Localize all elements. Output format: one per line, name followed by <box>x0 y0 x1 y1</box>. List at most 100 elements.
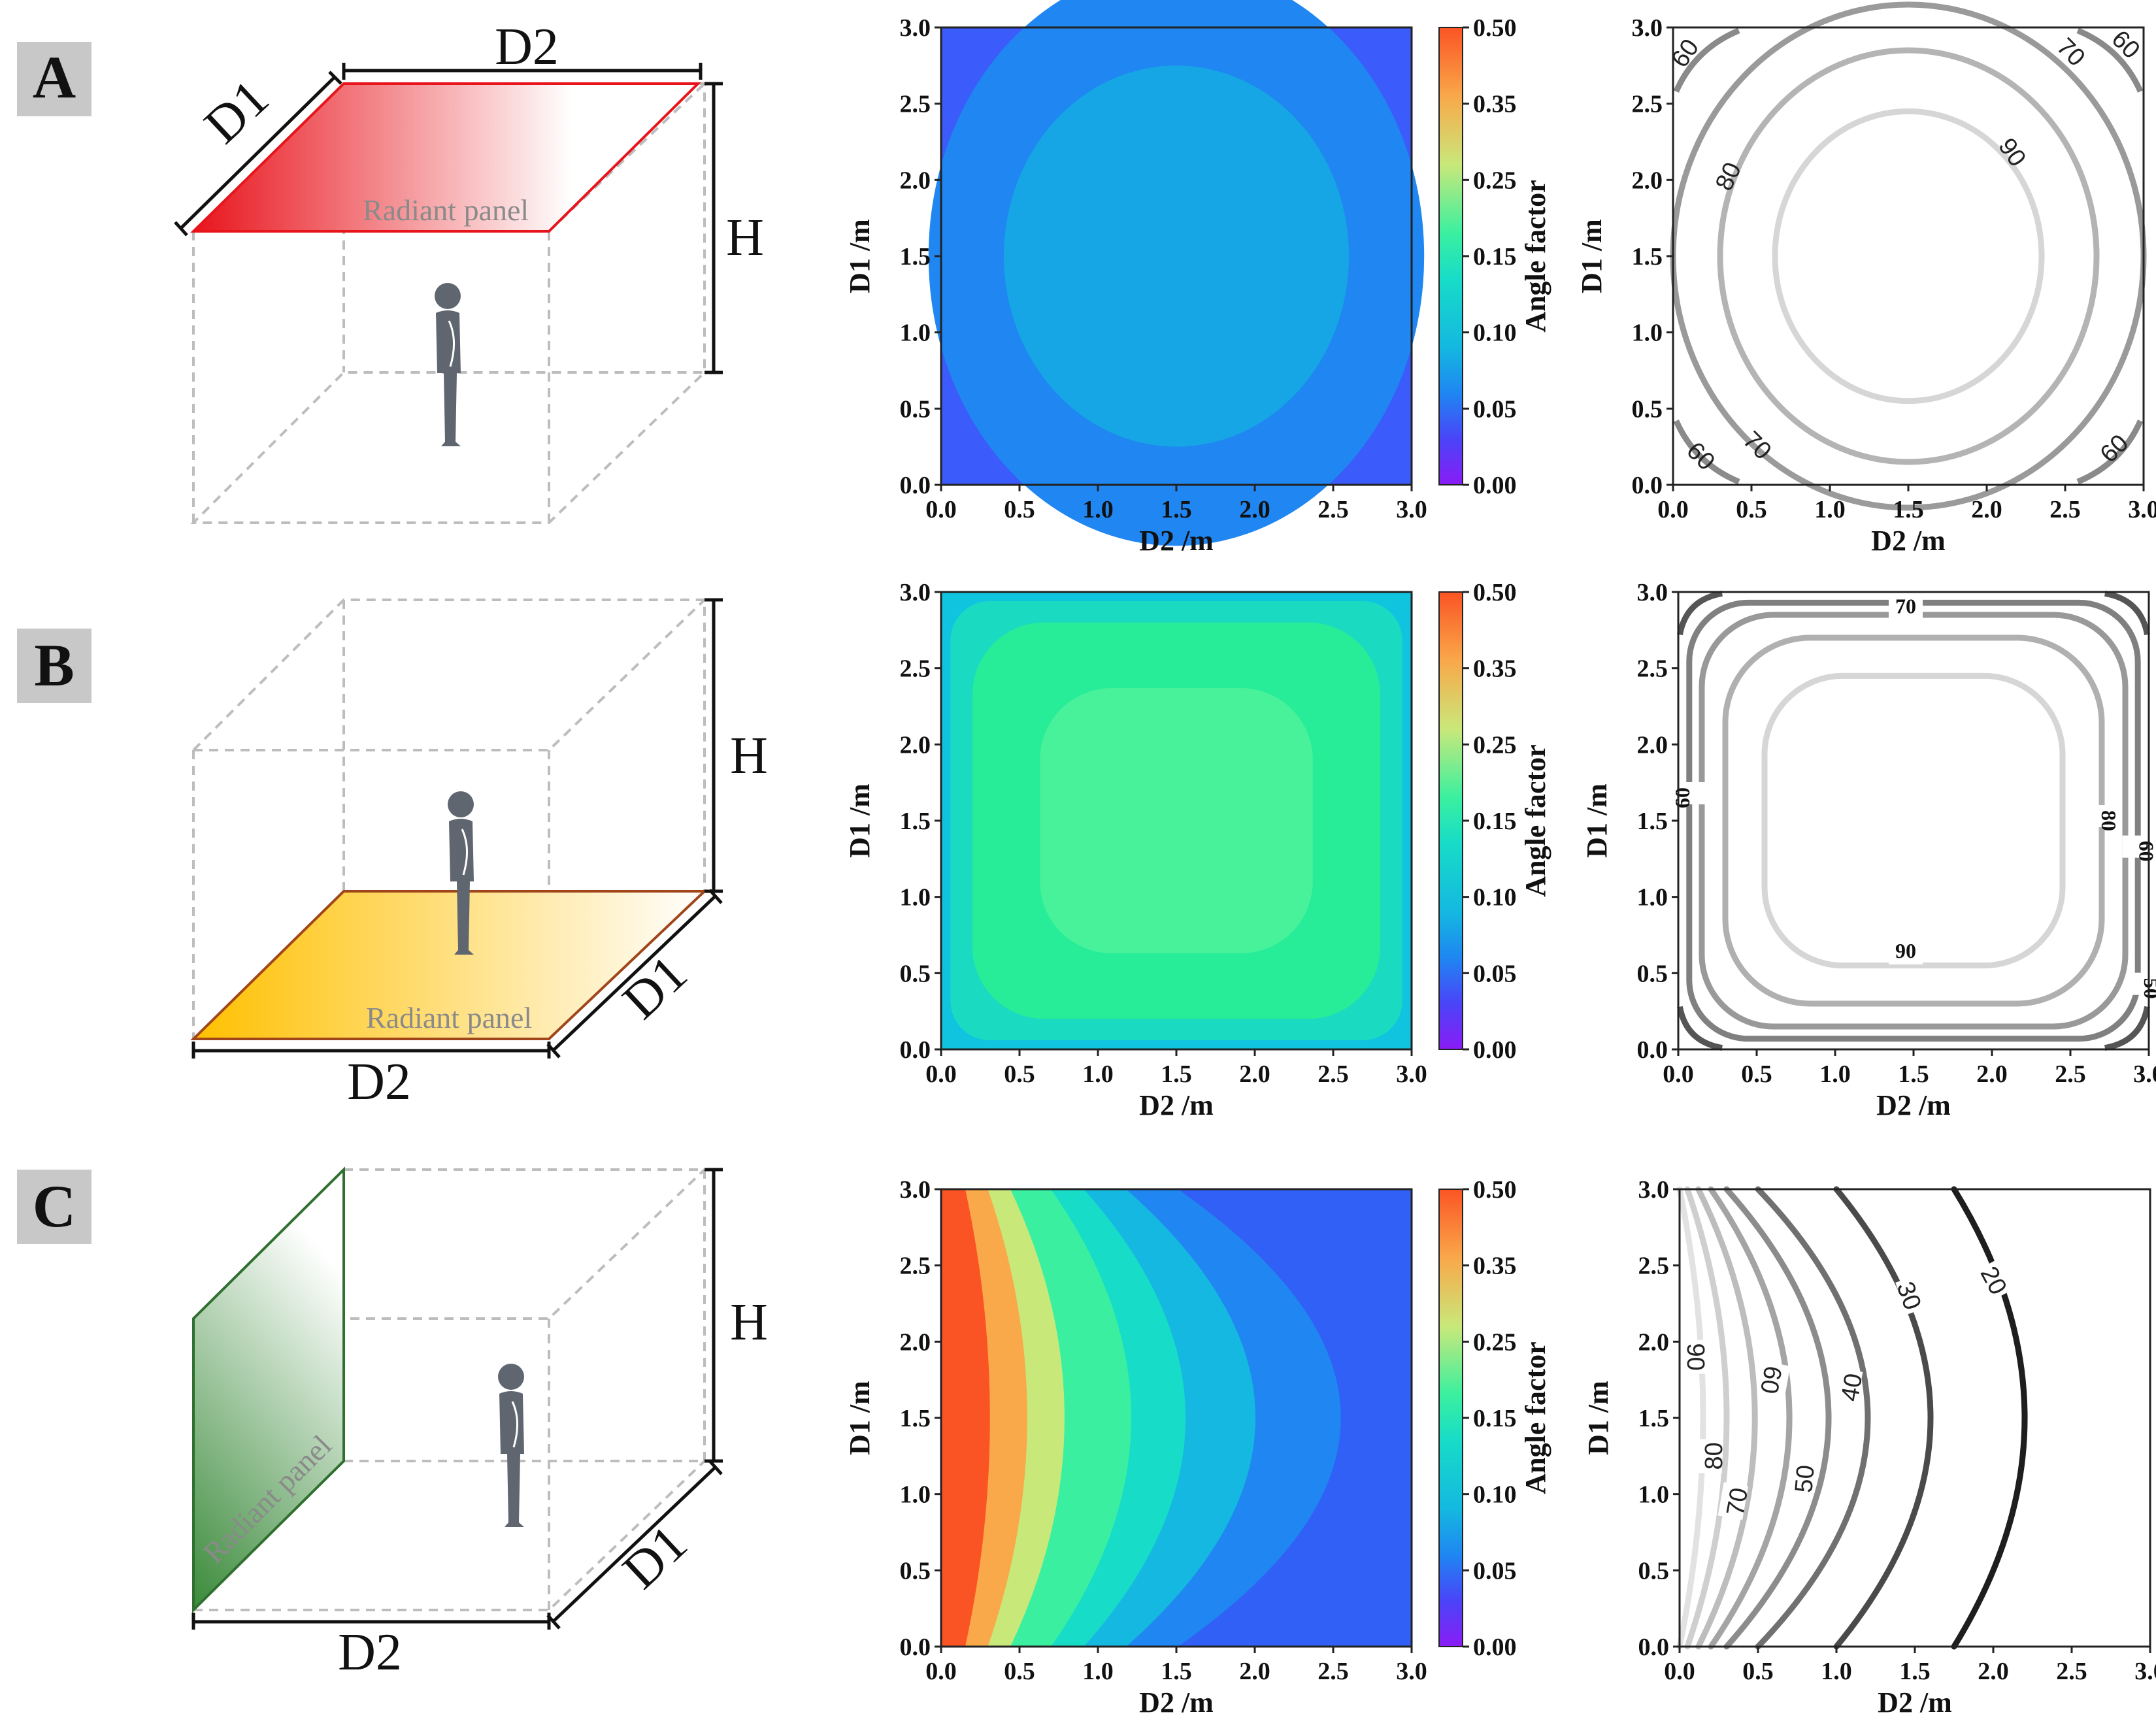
cf-a-cbar-tick-label: 0.00 <box>1473 472 1517 499</box>
cf-a-cbar-tick-label: 0.15 <box>1473 243 1517 271</box>
cf-c-cbar-tick-label: 0.50 <box>1473 1176 1517 1204</box>
ct-b-line-60 <box>1686 599 2141 1042</box>
schematic-b: B Radiant panel D2 D1 H <box>17 598 768 1111</box>
cf-a-xtick-label: 3.0 <box>1396 496 1427 523</box>
ct-b-xlabel: D2 /m <box>1876 1089 1951 1121</box>
dim-label-d2-b: D2 <box>347 1053 411 1111</box>
cf-b-ytick-label: 3.0 <box>900 579 931 606</box>
ct-b-ytick-label: 1.0 <box>1637 884 1668 912</box>
cf-c-xtick-label: 0.0 <box>925 1658 957 1685</box>
ct-c-clabel-bg <box>1717 1482 1749 1520</box>
dim-line-d1-c <box>546 1460 723 1630</box>
cf-b-ytick-label: 0.0 <box>900 1036 931 1064</box>
cf-c-cbar-label: Angle factor <box>1519 1341 1551 1494</box>
cf-b-cbar-tick-label: 0.10 <box>1473 884 1517 912</box>
ct-c-xtick-label: 2.0 <box>1978 1658 2009 1685</box>
ct-c-xtick-label: 0.5 <box>1742 1658 1774 1685</box>
person-icon <box>497 1362 525 1528</box>
cf-c-ytick-label: 2.0 <box>900 1328 931 1356</box>
ct-b-clabel: 60 <box>2135 841 2156 862</box>
cf-c-ytick-label: 0.5 <box>900 1557 931 1585</box>
cf-a-xtick-label: 2.5 <box>1318 496 1349 523</box>
ct-b-line-90 <box>1761 672 2066 969</box>
ct-a-ytick-label: 1.0 <box>1632 320 1663 347</box>
cf-b-cbar-tick-label: 0.35 <box>1473 655 1517 683</box>
cf-c-cbar-tick-label: 0.00 <box>1473 1634 1517 1661</box>
dim-line-d1-a <box>174 71 342 237</box>
ct-c-xtick-label: 3.0 <box>2134 1658 2156 1685</box>
ct-c-ytick-label: 2.0 <box>1638 1328 1670 1356</box>
cf-a-ytick-label: 2.0 <box>900 167 931 194</box>
ct-a-line-60 <box>1673 419 1740 485</box>
cf-a-cbar-tick-label: 0.05 <box>1473 395 1517 423</box>
ct-c-clabel: 60 <box>1755 1364 1787 1396</box>
ct-b-ytick-label: 0.0 <box>1637 1036 1668 1064</box>
cf-b-cbar-label: Angle factor <box>1519 744 1551 896</box>
ct-c-clabel: 90 <box>1682 1343 1709 1371</box>
cf-c-cbar-tick-label: 0.05 <box>1473 1557 1517 1585</box>
cf-b-colorbar: 0.00 0.05 0.10 0.15 0.25 0.35 0.50 Angle factor <box>1438 579 1551 1064</box>
ct-b-clabel: 50 <box>2140 978 2156 999</box>
ct-c-line-70 <box>1695 1186 1758 1650</box>
cf-c-cbar-tick-label: 0.25 <box>1473 1328 1517 1356</box>
ct-b-ytick-label: 1.5 <box>1637 808 1668 835</box>
cf-a-xlabel: D2 /m <box>1139 525 1214 557</box>
ct-a-line-80 <box>1717 47 2100 465</box>
cf-a-colorbar-bar <box>1438 27 1463 485</box>
ct-c-line-50 <box>1723 1186 1832 1650</box>
cf-c-cbar-tick-label: 0.10 <box>1473 1481 1517 1509</box>
cf-b-cbar-tick-label: 0.25 <box>1473 731 1517 759</box>
ct-a-line-60 <box>1673 27 1740 93</box>
ct-c-ytick-label: 1.0 <box>1638 1481 1670 1509</box>
dim-line-h-c <box>705 1168 723 1463</box>
dim-label-h-a: H <box>726 209 764 267</box>
person-icon <box>433 282 462 448</box>
panel-badge-b <box>17 629 91 703</box>
cf-a-xtick-label: 1.0 <box>1082 496 1114 523</box>
ct-c-line-90 <box>1676 1186 1706 1650</box>
ct-c-xtick-label: 2.5 <box>2056 1658 2087 1685</box>
ct-a-xtick-label: 2.5 <box>2049 496 2081 523</box>
cf-a-ytick-label: 2.5 <box>900 91 931 118</box>
cf-b-ytick-label: 2.0 <box>900 731 931 759</box>
ct-b-line-50 <box>1676 590 1723 636</box>
ct-c-clabel-bg <box>1759 1361 1791 1400</box>
contour-plot-c: 90807060504030200.00.51.01.52.02.53.00.0… <box>1582 1176 2156 1718</box>
ct-a-line-60 <box>2076 419 2144 485</box>
ct-b-clabel-bg <box>1889 597 1923 620</box>
ct-c-clabel-bg <box>1978 1257 2017 1300</box>
ct-b-ytick-label: 3.0 <box>1637 579 1668 606</box>
ct-b-xtick-label: 2.0 <box>1976 1060 2008 1088</box>
ct-b-xtick-label: 1.0 <box>1819 1060 1851 1088</box>
cf-c-ytick-label: 1.5 <box>900 1405 931 1432</box>
dim-label-h-c: H <box>730 1294 768 1351</box>
ct-b-ylabel: D1 /m <box>1581 783 1613 858</box>
dim-line-d2-a <box>342 63 703 80</box>
ct-b-xtick-label: 0.5 <box>1741 1060 1772 1088</box>
ct-c-clabel: 80 <box>1700 1442 1728 1470</box>
cf-b-ytick-label: 1.5 <box>900 808 931 835</box>
ct-a-xtick-label: 2.0 <box>1971 496 2002 523</box>
cf-c-xtick-label: 1.5 <box>1161 1658 1192 1685</box>
cf-b-band <box>1040 688 1313 953</box>
dim-label-d2-c: D2 <box>338 1624 402 1681</box>
cf-c-xtick-label: 0.5 <box>1004 1658 1035 1685</box>
ct-a-xtick-label: 0.0 <box>1657 496 1689 523</box>
schematic-c: C Radiant panel D2 D1 H <box>17 1166 768 1681</box>
cf-b-ytick-label: 1.0 <box>900 884 931 912</box>
ct-c-line-20 <box>1951 1186 2028 1650</box>
radiant-panel-a <box>190 82 701 233</box>
ct-b-clabel: 70 <box>1895 595 1916 618</box>
ct-b-clabel-bg <box>2127 972 2156 995</box>
cf-a-cbar-tick-label: 0.35 <box>1473 91 1517 118</box>
ct-a-ytick-label: 0.5 <box>1632 395 1663 423</box>
ct-a-ytick-label: 3.0 <box>1632 14 1663 42</box>
ct-c-clabel: 50 <box>1790 1464 1820 1494</box>
cf-a-cbar-tick-label: 0.50 <box>1473 14 1517 42</box>
cf-c-xtick-label: 3.0 <box>1396 1658 1427 1685</box>
cf-a-cbar-tick-label: 0.25 <box>1473 167 1517 194</box>
ct-c-ytick-label: 2.5 <box>1638 1253 1670 1280</box>
ct-a-frame <box>1672 26 2145 486</box>
ct-c-clabel-bg <box>1687 1339 1712 1374</box>
cf-b-xtick-label: 0.0 <box>925 1060 957 1088</box>
